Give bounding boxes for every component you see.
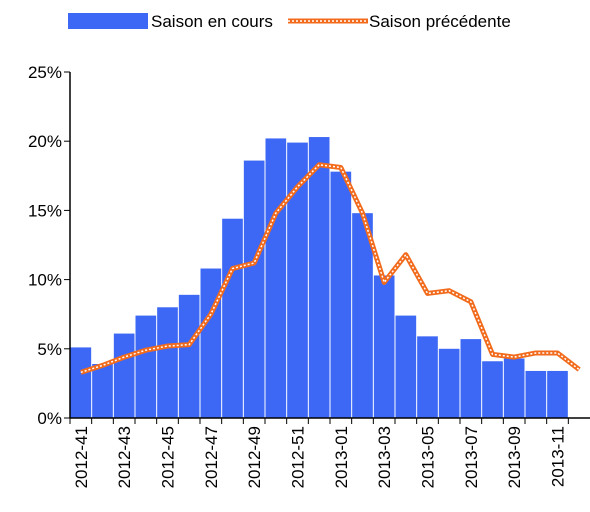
bar: [547, 370, 568, 418]
x-tick-label: 2012-45: [159, 426, 178, 488]
y-tick-label: 15%: [28, 201, 62, 220]
legend-label: Saison précédente: [369, 12, 511, 31]
x-tick-label: 2012-49: [245, 426, 264, 488]
legend-swatch: [68, 13, 148, 29]
bar: [352, 213, 373, 418]
x-tick-label: 2013-05: [419, 426, 438, 488]
x-tick-label: 2012-41: [72, 426, 91, 488]
x-tick-label: 2012-47: [202, 426, 221, 488]
bar: [460, 339, 482, 418]
bar: [525, 370, 547, 418]
bar: [417, 336, 438, 418]
bar: [287, 142, 308, 419]
y-tick-label: 10%: [28, 271, 62, 290]
x-tick-label: 2012-43: [115, 426, 134, 488]
bar: [308, 137, 330, 418]
x-tick-label: 2013-01: [332, 426, 351, 488]
x-tick-label: 2013-03: [375, 426, 394, 488]
bar: [70, 347, 92, 418]
bar: [113, 333, 135, 418]
x-tick-label: 2012-51: [289, 426, 308, 488]
x-tick-label: 2013-07: [462, 426, 481, 488]
y-tick-label: 5%: [37, 340, 62, 359]
y-tick-label: 0%: [37, 409, 62, 428]
bar: [373, 275, 395, 418]
x-tick-label: 2013-09: [505, 426, 524, 488]
x-tick-label: 2013-11: [549, 426, 568, 487]
bar: [482, 361, 503, 418]
legend-label: Saison en cours: [151, 12, 273, 31]
bar: [92, 364, 113, 418]
line-pattern: [80, 163, 580, 374]
y-tick-label: 20%: [28, 132, 62, 151]
bar: [243, 160, 265, 419]
bar: [330, 171, 352, 418]
bar: [395, 315, 417, 418]
bar: [200, 268, 222, 418]
bar: [157, 307, 178, 418]
bar: [503, 358, 525, 418]
bar: [135, 315, 157, 418]
bar: [178, 294, 200, 418]
bar: [265, 138, 287, 418]
bar: [222, 218, 243, 418]
bar: [438, 348, 460, 418]
y-tick-label: 25%: [28, 63, 62, 82]
